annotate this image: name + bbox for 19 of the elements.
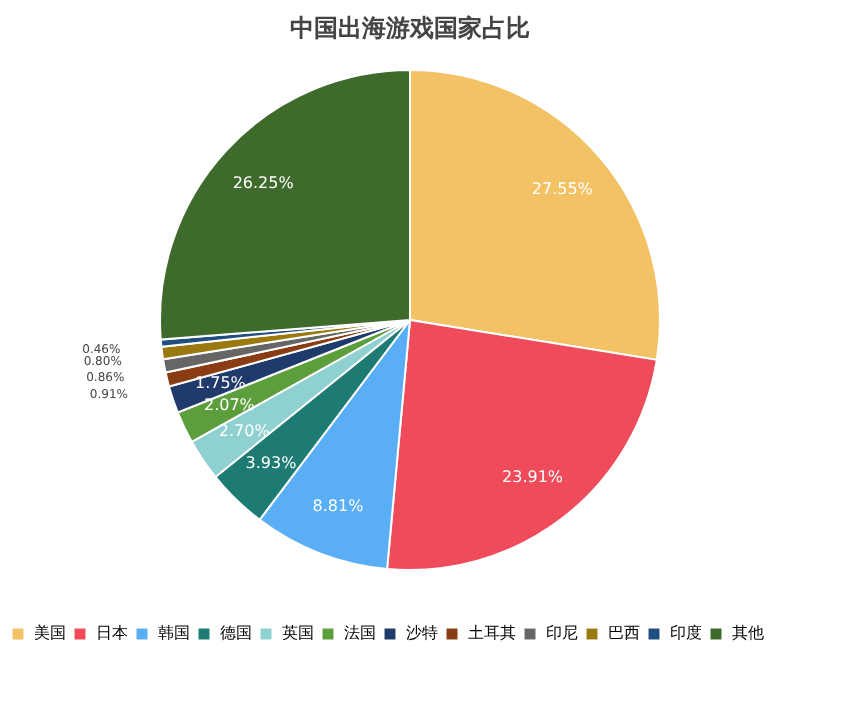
legend-label: 日本 xyxy=(96,624,128,642)
legend-label: 美国 xyxy=(34,624,66,642)
data-label: 23.91% xyxy=(502,468,564,487)
legend-label: 印度 xyxy=(670,624,702,642)
legend-label: 英国 xyxy=(282,624,314,642)
legend-label: 韩国 xyxy=(158,624,190,642)
data-label: 3.93% xyxy=(245,453,298,472)
legend-label: 沙特 xyxy=(406,624,438,642)
legend-label: 印尼 xyxy=(546,624,578,642)
data-label: 8.81% xyxy=(312,496,365,515)
legend-label: 其他 xyxy=(732,624,764,642)
chart-title: 中国出海游戏国家占比 xyxy=(290,14,530,42)
legend-label: 法国 xyxy=(344,624,376,642)
data-label: 27.55% xyxy=(531,180,594,199)
legend-label: 土耳其 xyxy=(468,624,516,642)
data-label: 2.07% xyxy=(203,395,256,414)
legend-label: 德国 xyxy=(220,624,252,642)
legend-label: 巴西 xyxy=(608,624,640,642)
data-label: 26.25% xyxy=(232,174,295,193)
